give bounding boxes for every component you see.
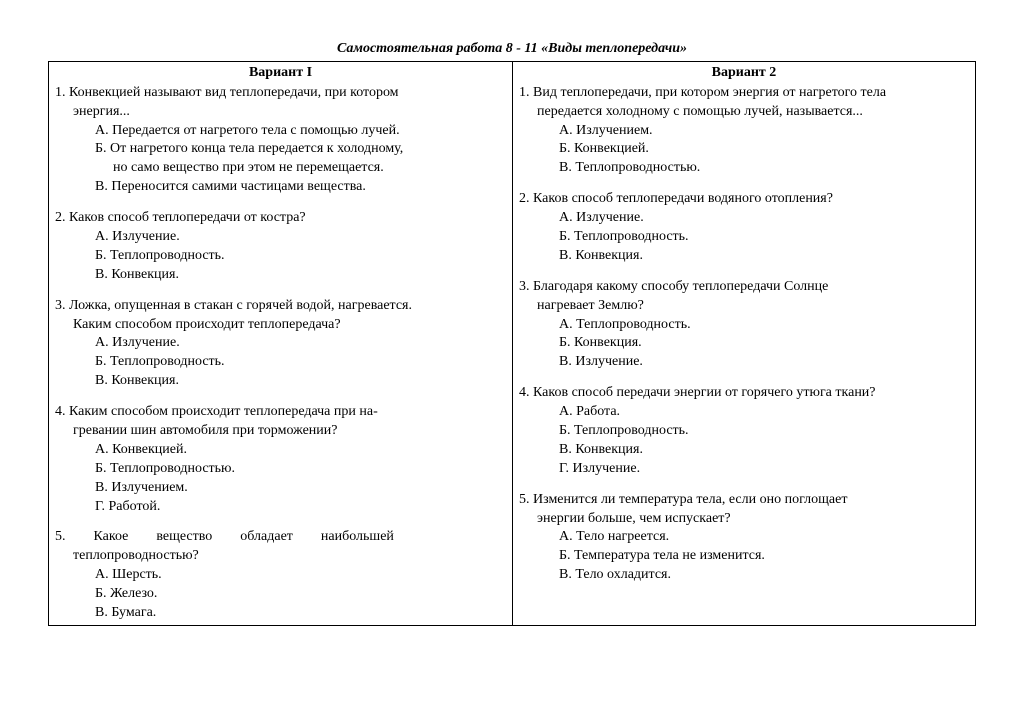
option-b-cont: но само вещество при этом не перемещаетс… — [95, 159, 506, 178]
options: А. Работа. Б. Теплопроводность. В. Конве… — [519, 403, 969, 479]
option-c: В. Конвекция. — [95, 372, 506, 391]
option-a: А. Излучение. — [95, 334, 506, 353]
variant-1-column: Вариант I 1. Конвекцией называют вид теп… — [49, 62, 512, 625]
v1-q5: 5. Какое вещество обладает наибольшей те… — [55, 528, 506, 622]
option-c: В. Переносится самими частицами вещества… — [95, 178, 506, 197]
option-b: Б. Температура тела не изменится. — [559, 547, 969, 566]
option-c: В. Конвекция. — [559, 441, 969, 460]
option-d: Г. Излучение. — [559, 460, 969, 479]
v2-q4: 4. Каков способ передачи энергии от горя… — [519, 384, 969, 478]
option-a: А. Излучением. — [559, 122, 969, 141]
q-text: 1. Конвекцией называют вид теплопередачи… — [55, 84, 506, 103]
option-a: А. Конвекцией. — [95, 441, 506, 460]
q-text: 5. Изменится ли температура тела, если о… — [519, 491, 969, 510]
option-b: Б. Теплопроводность. — [559, 422, 969, 441]
v1-q3: 3. Ложка, опущенная в стакан с горячей в… — [55, 297, 506, 391]
q-text: 4. Каков способ передачи энергии от горя… — [519, 384, 969, 403]
q-text-cont: энергия... — [55, 103, 506, 122]
q-text: 2. Каков способ теплопередачи от костра? — [55, 209, 506, 228]
options: А. Конвекцией. Б. Теплопроводностью. В. … — [55, 441, 506, 517]
option-c: В. Излучение. — [559, 353, 969, 372]
option-c: В. Конвекция. — [559, 247, 969, 266]
q-text-cont: энергии больше, чем испускает? — [519, 510, 969, 529]
variant-1-head: Вариант I — [55, 64, 506, 83]
q-text: 3. Благодаря какому способу теплопередач… — [519, 278, 969, 297]
option-a: А. Излучение. — [95, 228, 506, 247]
v1-q2: 2. Каков способ теплопередачи от костра?… — [55, 209, 506, 285]
option-b: Б. Теплопроводностью. — [95, 460, 506, 479]
option-b: Б. От нагретого конца тела передается к … — [95, 140, 506, 159]
option-b: Б. Теплопроводность. — [95, 247, 506, 266]
options: А. Излучение. Б. Теплопроводность. В. Ко… — [519, 209, 969, 266]
option-a: А. Работа. — [559, 403, 969, 422]
option-c: В. Бумага. — [95, 604, 506, 623]
option-b: Б. Конвекцией. — [559, 140, 969, 159]
v2-q3: 3. Благодаря какому способу теплопередач… — [519, 278, 969, 372]
q-text: 4. Каким способом происходит теплопереда… — [55, 403, 506, 422]
q-text-cont: Каким способом происходит теплопередача? — [55, 316, 506, 335]
options: А. Передается от нагретого тела с помощь… — [55, 122, 506, 198]
q-text-cont: гревании шин автомобиля при торможении? — [55, 422, 506, 441]
v2-q5: 5. Изменится ли температура тела, если о… — [519, 491, 969, 585]
q-text: 2. Каков способ теплопередачи водяного о… — [519, 190, 969, 209]
v2-q2: 2. Каков способ теплопередачи водяного о… — [519, 190, 969, 266]
options: А. Тело нагреется. Б. Температура тела н… — [519, 528, 969, 585]
v1-q1: 1. Конвекцией называют вид теплопередачи… — [55, 84, 506, 197]
main-title: Самостоятельная работа 8 - 11 «Виды тепл… — [48, 40, 976, 59]
q-text-cont: нагревает Землю? — [519, 297, 969, 316]
option-c: В. Конвекция. — [95, 266, 506, 285]
page: Самостоятельная работа 8 - 11 «Виды тепл… — [0, 0, 1024, 636]
option-b: Б. Теплопроводность. — [559, 228, 969, 247]
option-b: Б. Железо. — [95, 585, 506, 604]
option-a: А. Теплопроводность. — [559, 316, 969, 335]
two-column-grid: Вариант I 1. Конвекцией называют вид теп… — [48, 61, 976, 626]
option-a: А. Шерсть. — [95, 566, 506, 585]
option-a: А. Излучение. — [559, 209, 969, 228]
options: А. Излучение. Б. Теплопроводность. В. Ко… — [55, 228, 506, 285]
q-text-cont: передается холодному с помощью лучей, на… — [519, 103, 969, 122]
option-a: А. Передается от нагретого тела с помощь… — [95, 122, 506, 141]
option-d: Г. Работой. — [95, 498, 506, 517]
q-text: 5. Какое вещество обладает наибольшей — [55, 528, 506, 547]
q-text-cont: теплопроводностью? — [55, 547, 506, 566]
option-b: Б. Конвекция. — [559, 334, 969, 353]
options: А. Излучением. Б. Конвекцией. В. Теплопр… — [519, 122, 969, 179]
v1-q4: 4. Каким способом происходит теплопереда… — [55, 403, 506, 516]
v2-q1: 1. Вид теплопередачи, при котором энерги… — [519, 84, 969, 178]
options: А. Шерсть. Б. Железо. В. Бумага. — [55, 566, 506, 623]
option-c: В. Теплопроводностью. — [559, 159, 969, 178]
q-text: 3. Ложка, опущенная в стакан с горячей в… — [55, 297, 506, 316]
option-b: Б. Теплопроводность. — [95, 353, 506, 372]
option-a: А. Тело нагреется. — [559, 528, 969, 547]
q-text: 1. Вид теплопередачи, при котором энерги… — [519, 84, 969, 103]
options: А. Теплопроводность. Б. Конвекция. В. Из… — [519, 316, 969, 373]
option-c: В. Излучением. — [95, 479, 506, 498]
variant-2-head: Вариант 2 — [519, 64, 969, 83]
options: А. Излучение. Б. Теплопроводность. В. Ко… — [55, 334, 506, 391]
option-c: В. Тело охладится. — [559, 566, 969, 585]
variant-2-column: Вариант 2 1. Вид теплопередачи, при кото… — [512, 62, 975, 625]
